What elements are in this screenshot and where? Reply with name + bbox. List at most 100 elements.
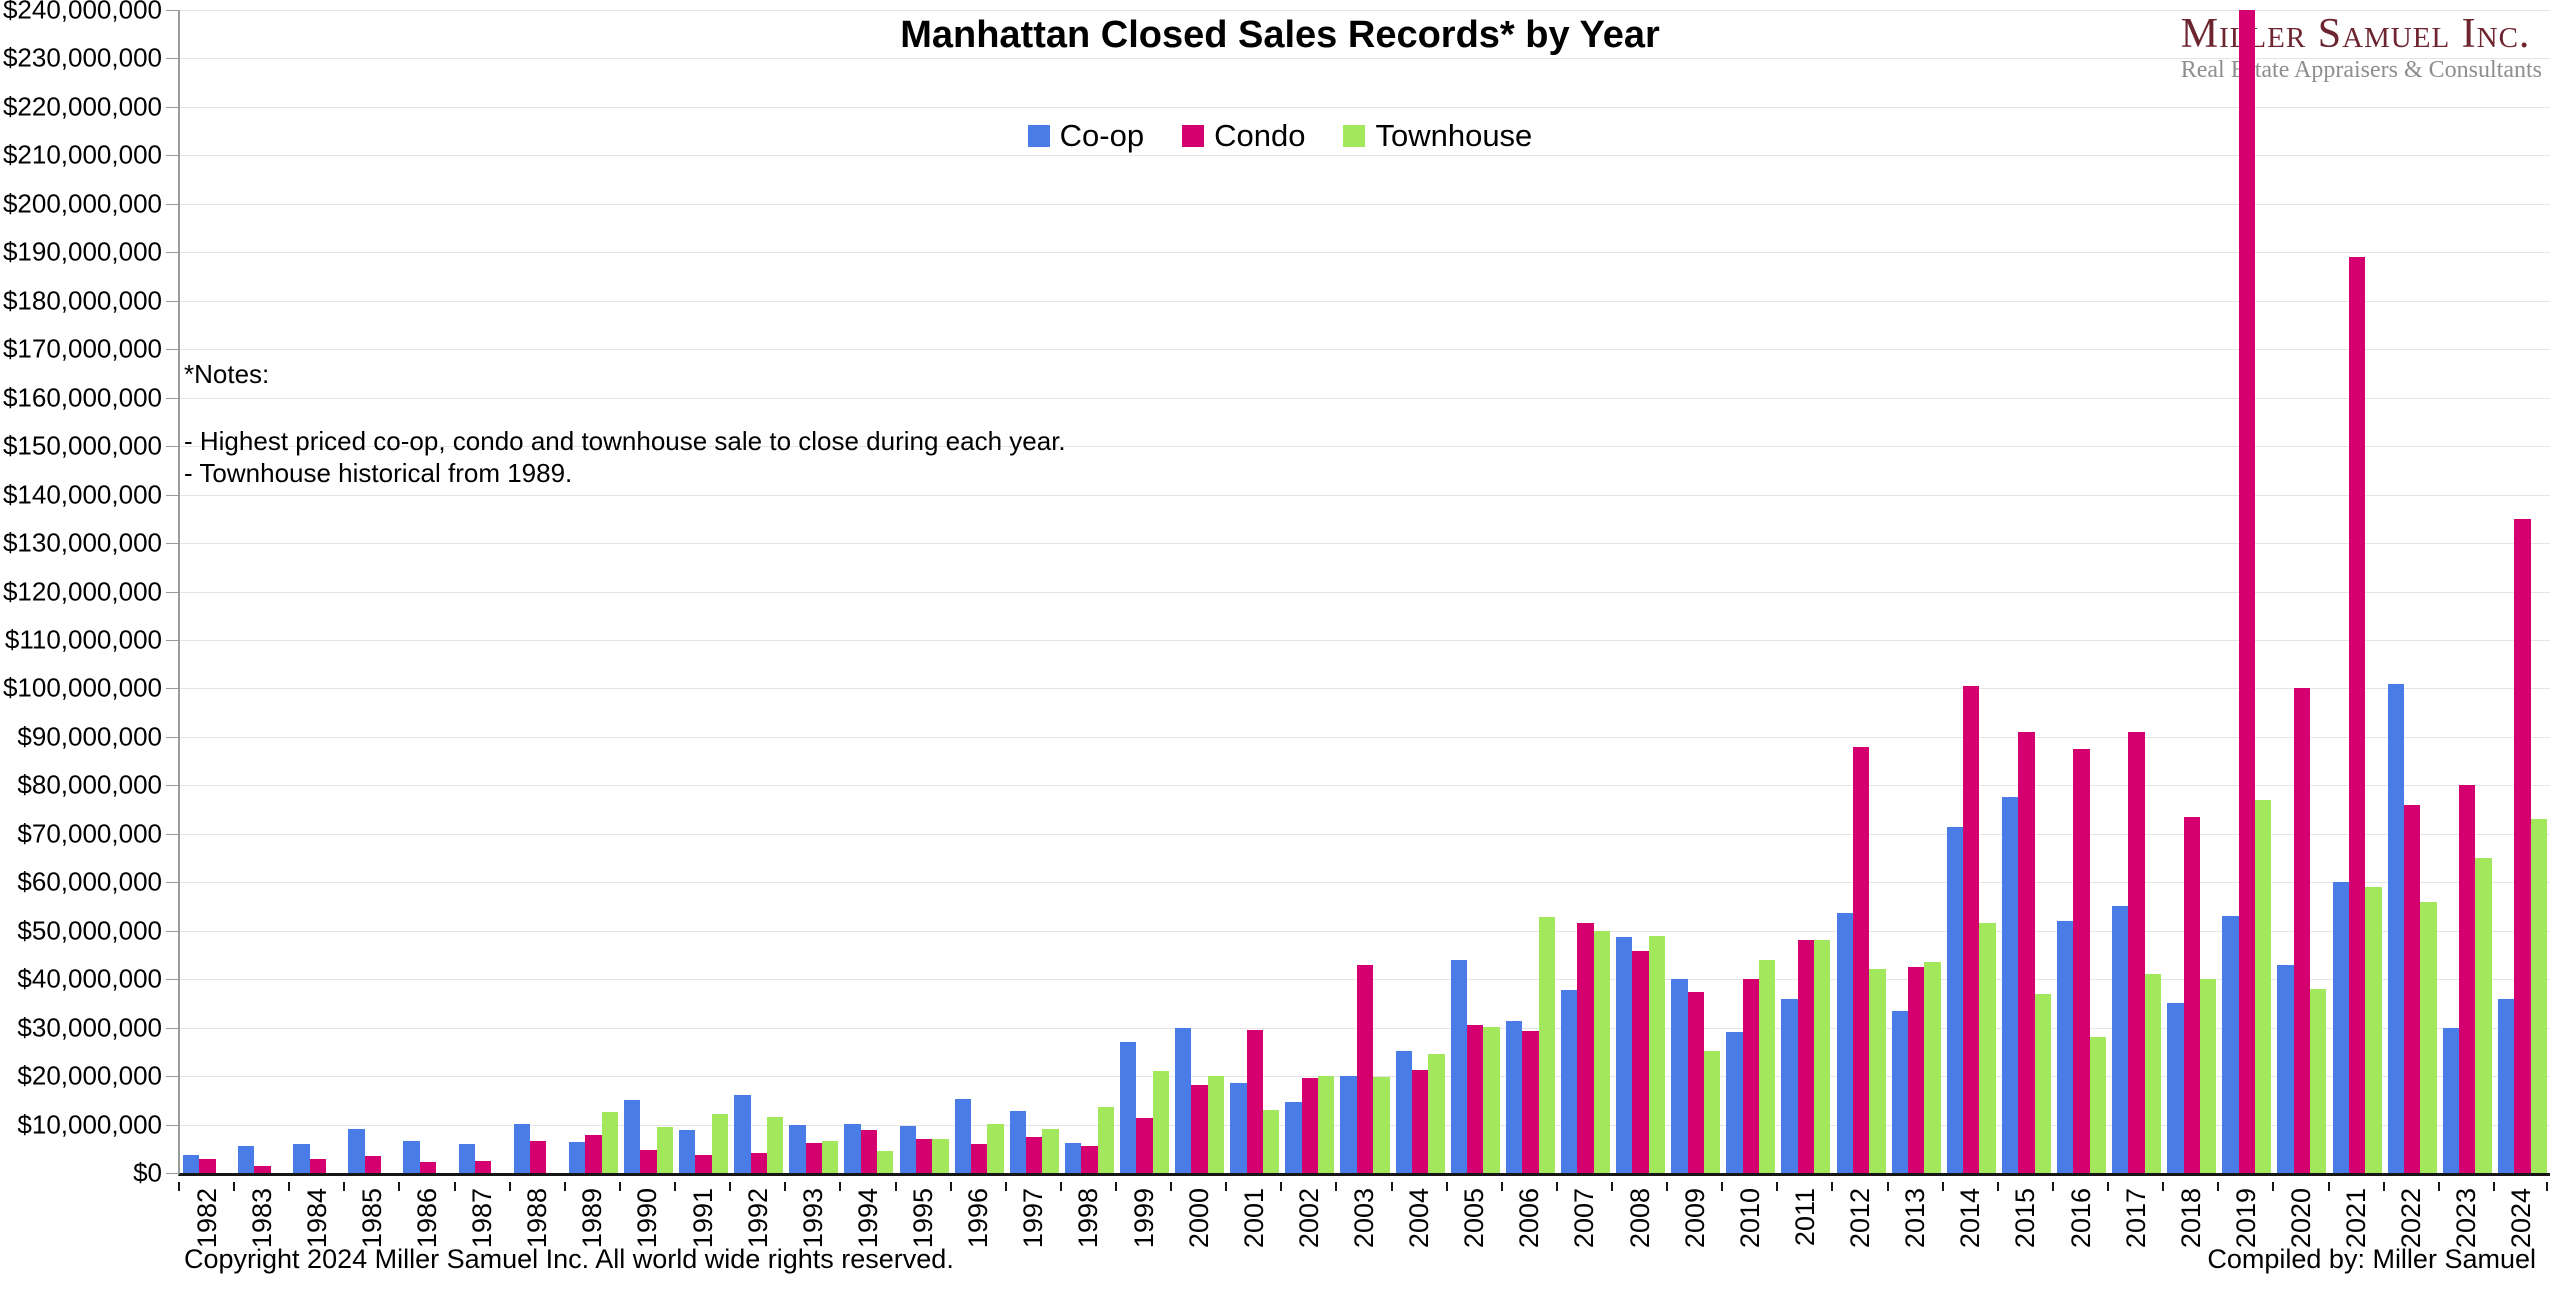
bar-1997-coop: [1009, 1110, 1027, 1173]
x-axis-label: 1986: [412, 1188, 443, 1249]
gridline: [180, 785, 2550, 787]
bar-1982-coop: [183, 1154, 200, 1173]
bar-group-1994: [844, 10, 894, 1173]
notes-line-2: - Townhouse historical from 1989.: [184, 458, 573, 488]
bar-2016-condo: [2073, 749, 2090, 1173]
condo-swatch-icon: [1182, 125, 1205, 147]
x-axis-label: 1997: [1018, 1188, 1049, 1249]
x-axis-label: 2020: [2285, 1188, 2316, 1249]
bar-2010-coop: [1726, 1032, 1743, 1173]
x-axis-label: 1990: [632, 1188, 663, 1249]
y-axis-tick: [166, 543, 178, 545]
x-axis-label: 1998: [1073, 1188, 1104, 1249]
x-axis-label: 2014: [1955, 1188, 1986, 1249]
bar-2007-townhouse: [1593, 931, 1610, 1173]
y-axis-tick: [166, 58, 178, 60]
y-axis-tick: [166, 397, 178, 399]
y-axis-tick: [166, 1124, 178, 1126]
bar-2014-coop: [1946, 826, 1964, 1173]
gridline: [180, 543, 2550, 545]
bar-group-2015: [2001, 10, 2051, 1173]
x-axis-tick: [1114, 1182, 1117, 1191]
bar-2013-coop: [1891, 1010, 1908, 1173]
y-axis-tick: [166, 10, 178, 11]
bar-2006-townhouse: [1538, 917, 1555, 1173]
legend-label-townhouse: Townhouse: [1375, 118, 1533, 153]
bar-1991-coop: [679, 1129, 696, 1173]
bar-1999-townhouse: [1152, 1071, 1170, 1173]
bar-2012-condo: [1852, 746, 1870, 1173]
x-axis-label: 1988: [522, 1188, 553, 1249]
bar-2000-coop: [1175, 1027, 1192, 1173]
bar-1987-condo: [474, 1161, 492, 1173]
gridline: [180, 833, 2550, 835]
x-axis-label: 2015: [2010, 1188, 2041, 1249]
bar-1986-condo: [419, 1161, 437, 1173]
x-axis-tick: [618, 1182, 621, 1191]
y-axis-label: $130,000,000: [2, 527, 162, 558]
bar-1982-condo: [199, 1159, 216, 1173]
bar-2020-condo: [2293, 688, 2311, 1173]
x-axis-tick: [398, 1182, 401, 1191]
bar-2001-coop: [1230, 1082, 1247, 1173]
y-axis-tick: [166, 979, 178, 981]
x-axis-tick: [343, 1182, 346, 1191]
notes-block: *Notes: - Highest priced co-op, condo an…: [184, 358, 1066, 490]
x-axis-label: 1983: [246, 1188, 277, 1249]
bar-group-1998: [1064, 10, 1114, 1173]
x-axis-label: 2018: [2175, 1188, 2206, 1249]
bar-2011-townhouse: [1814, 940, 1831, 1173]
chart-title: Manhattan Closed Sales Records* by Year: [900, 14, 1660, 56]
bar-group-1987: [458, 10, 508, 1173]
y-axis-label: $240,000,000: [2, 0, 162, 25]
bar-2014-townhouse: [1979, 923, 1996, 1173]
bar-2019-townhouse: [2255, 799, 2272, 1173]
y-axis-label: $60,000,000: [17, 866, 162, 897]
x-axis-label: 1994: [852, 1188, 883, 1249]
x-axis-tick: [1776, 1182, 1779, 1191]
bar-group-1997: [1009, 10, 1059, 1173]
bar-1997-condo: [1026, 1137, 1043, 1173]
x-axis-tick: [839, 1182, 842, 1191]
bar-2003-condo: [1356, 964, 1374, 1173]
notes-heading: *Notes:: [184, 359, 270, 389]
bar-group-2017: [2112, 10, 2162, 1173]
bar-2023-condo: [2459, 785, 2476, 1173]
bar-group-2020: [2277, 10, 2327, 1173]
x-axis-tick: [1555, 1182, 1558, 1191]
bar-group-1985: [348, 10, 397, 1173]
bar-2009-coop: [1671, 979, 1688, 1173]
gridline: [180, 300, 2550, 302]
x-axis-label: 1995: [908, 1188, 939, 1249]
y-axis-tick: [166, 446, 178, 448]
x-axis-label: 2007: [1569, 1188, 1600, 1249]
y-axis-tick: [166, 252, 178, 254]
legend-item-condo: Condo: [1182, 118, 1305, 154]
y-axis-tick: [166, 785, 178, 787]
bar-2017-coop: [2112, 906, 2129, 1173]
x-axis-tick: [2051, 1182, 2054, 1191]
bar-group-2018: [2167, 10, 2217, 1173]
bar-1989-townhouse: [601, 1112, 618, 1173]
legend-item-townhouse: Townhouse: [1343, 118, 1532, 154]
x-axis-tick: [1996, 1182, 1999, 1191]
bar-2003-coop: [1340, 1075, 1357, 1173]
bar-group-1986: [403, 10, 452, 1173]
x-axis-label: 2021: [2341, 1188, 2372, 1249]
bar-group-2004: [1395, 10, 1445, 1173]
gridline: [180, 639, 2550, 641]
y-axis-label: $230,000,000: [2, 42, 162, 73]
x-axis-tick: [1170, 1182, 1173, 1191]
x-axis-label: 2023: [2451, 1188, 2482, 1249]
x-axis-label: 2003: [1349, 1188, 1379, 1249]
x-axis-label: 2009: [1679, 1188, 1710, 1249]
bar-1993-condo: [805, 1143, 822, 1173]
gridline: [180, 494, 2550, 496]
bar-group-2006: [1505, 10, 1555, 1173]
x-axis-label: 2002: [1293, 1188, 1324, 1249]
bar-1997-townhouse: [1042, 1129, 1059, 1173]
y-axis-label: $0: [133, 1157, 162, 1188]
bar-1985-coop: [348, 1129, 365, 1173]
gridline: [180, 688, 2550, 690]
x-axis-tick: [1941, 1182, 1944, 1191]
